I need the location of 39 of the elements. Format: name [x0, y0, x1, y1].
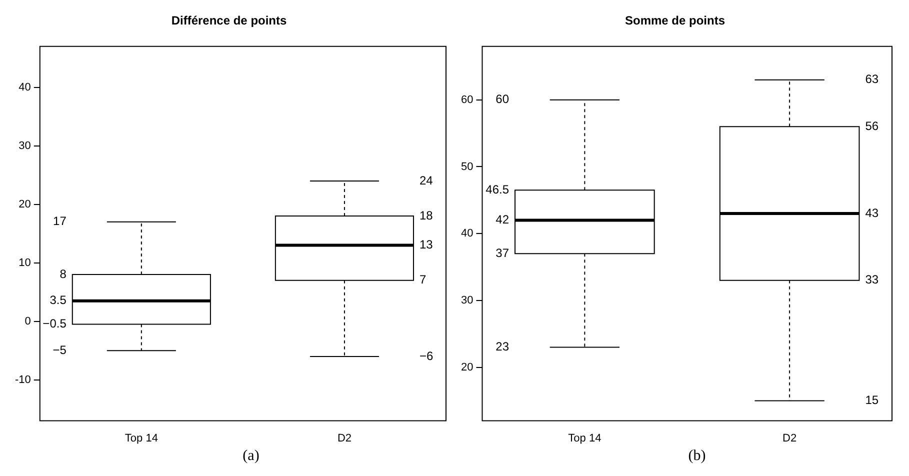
annotation: 46.5: [486, 182, 510, 196]
y-tick-label: 20: [18, 198, 31, 210]
y-tick-label: 40: [460, 228, 474, 240]
annotation: −6: [420, 348, 434, 363]
chart-title: Différence de points: [171, 14, 287, 28]
annotation: 13: [420, 238, 434, 252]
annotation: 23: [496, 340, 510, 354]
text: (a): [242, 448, 260, 465]
annotation: 33: [865, 272, 879, 287]
x-tick-label: D2: [782, 432, 797, 444]
annotation: 63: [865, 72, 879, 86]
annotation: 18: [420, 208, 434, 222]
annotation: 37: [496, 246, 510, 260]
annotation: −0.5: [42, 316, 67, 331]
annotation: 42: [496, 212, 510, 227]
y-tick-label: 30: [18, 140, 31, 152]
y-tick-label: 30: [460, 294, 474, 306]
y-tick-label: 20: [460, 361, 474, 374]
annotation: 7: [420, 272, 427, 287]
y-tick-label: 0: [24, 315, 31, 328]
y-tick-label: 60: [460, 94, 474, 106]
y-tick-label: -10: [14, 374, 31, 386]
annotation: 15: [865, 393, 879, 408]
x-tick-label: Top 14: [124, 432, 158, 444]
annotation: −5: [52, 342, 67, 357]
annotation: 43: [865, 206, 879, 220]
chart-title: Somme de points: [624, 14, 726, 28]
annotation: 60: [496, 92, 510, 106]
y-tick-label: 50: [460, 160, 474, 173]
annotation: 24: [420, 173, 434, 188]
annotation: 56: [865, 118, 879, 133]
text: (b): [687, 448, 707, 465]
annotation: 8: [60, 266, 67, 281]
x-tick-label: Top 14: [568, 432, 602, 444]
y-tick-label: 40: [18, 81, 31, 94]
y-tick-label: 10: [18, 256, 31, 269]
annotation: 17: [53, 214, 67, 228]
x-tick-label: D2: [337, 432, 352, 444]
annotation: 3.5: [50, 293, 67, 308]
